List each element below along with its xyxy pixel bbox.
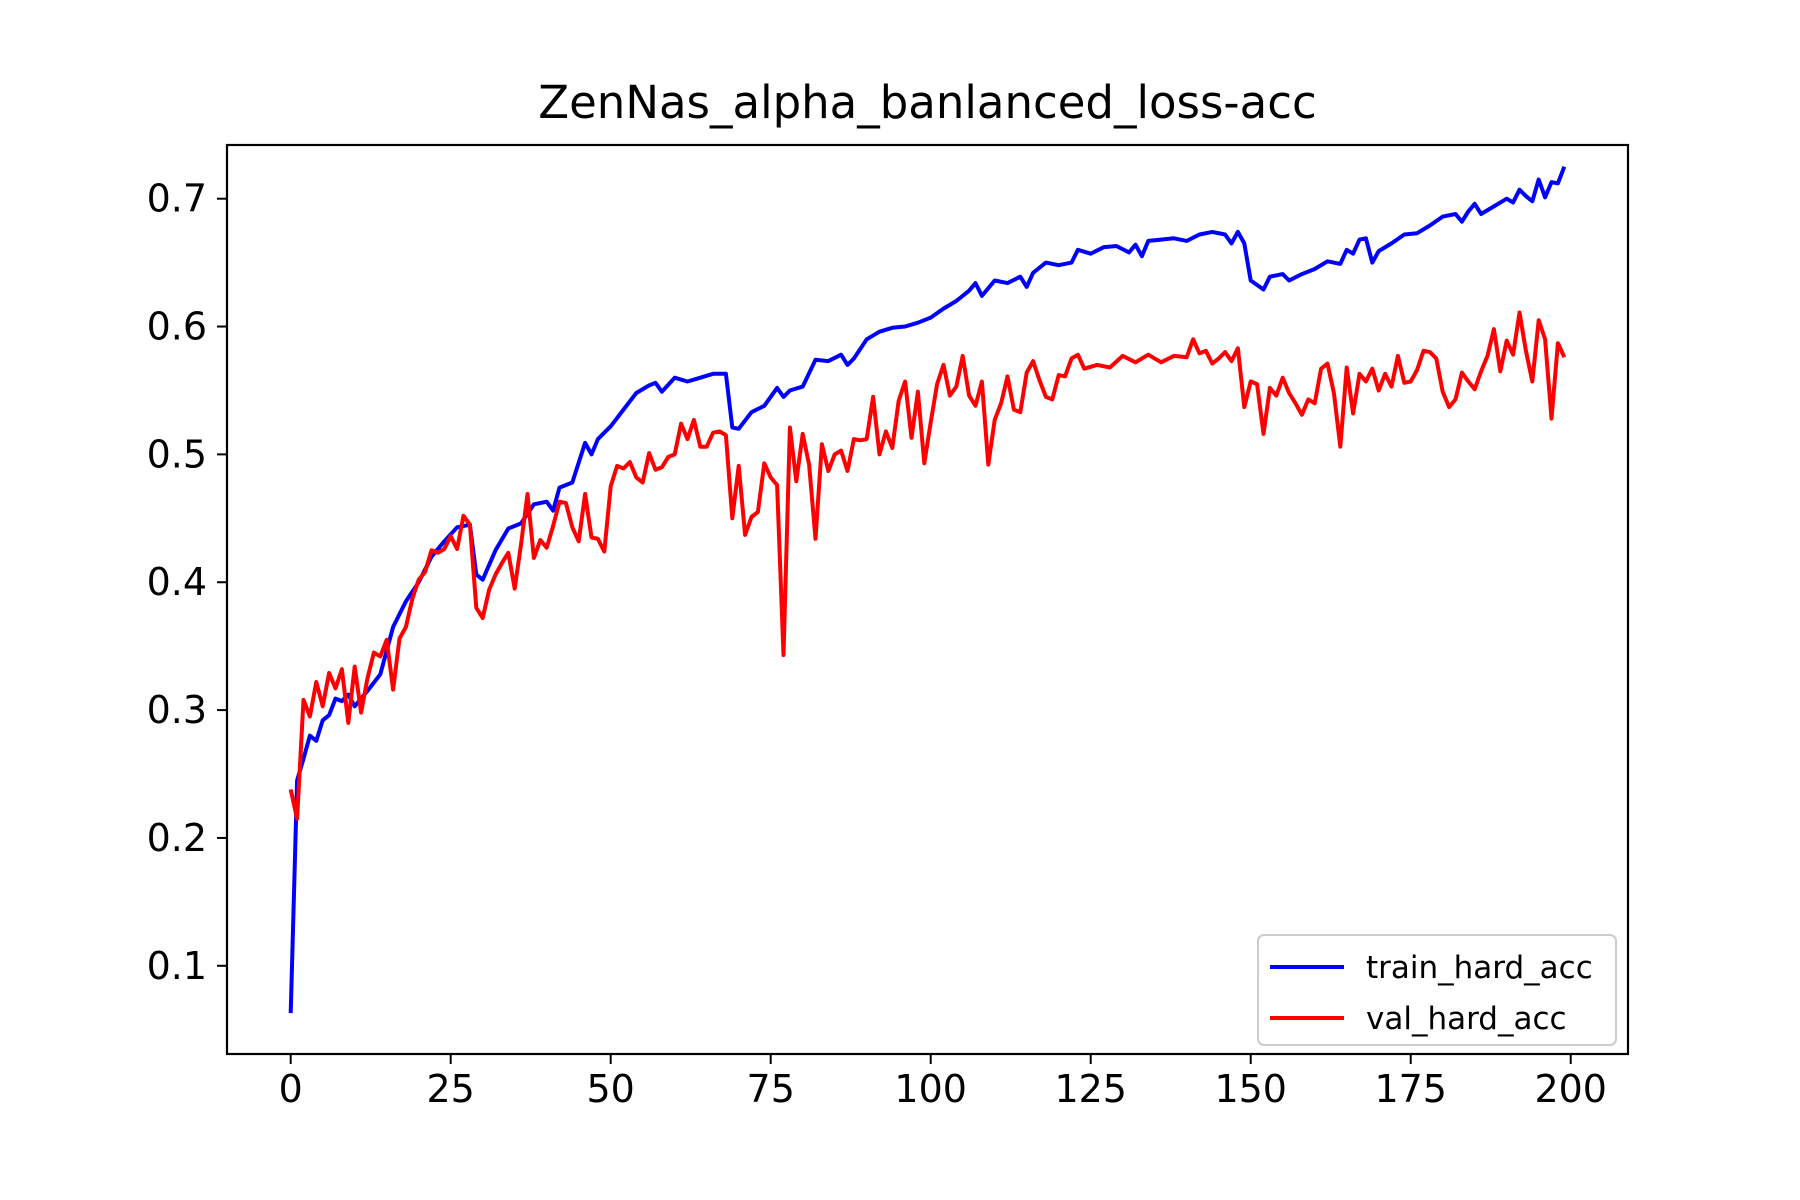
x-axis: 0 25 50 75 100 125 150 175 200 <box>279 1054 1607 1111</box>
x-tick-label: 50 <box>587 1067 635 1111</box>
y-tick-label: 0.3 <box>147 688 207 732</box>
y-tick-label: 0.6 <box>147 305 207 349</box>
axes-frame <box>225 143 1630 1056</box>
y-tick-label: 0.7 <box>147 177 207 221</box>
y-tick-label: 0.5 <box>147 432 207 476</box>
y-axis: 0.1 0.2 0.3 0.4 0.5 0.6 0.7 <box>147 177 227 988</box>
x-tick-label: 200 <box>1534 1067 1607 1111</box>
legend-label: train_hard_acc <box>1366 950 1593 986</box>
series-line-val-hard-acc <box>288 310 1567 821</box>
x-tick-label: 100 <box>894 1067 967 1111</box>
series-layer <box>288 165 1567 1014</box>
y-tick-label: 0.1 <box>147 944 207 988</box>
x-tick-label: 150 <box>1214 1067 1287 1111</box>
legend-label: val_hard_acc <box>1366 1001 1567 1037</box>
x-tick-label: 0 <box>279 1067 303 1111</box>
legend: train_hard_acc val_hard_acc <box>1257 934 1617 1046</box>
legend-box <box>1257 934 1617 1046</box>
x-tick-label: 25 <box>427 1067 475 1111</box>
x-tick-label: 75 <box>747 1067 795 1111</box>
x-tick-label: 125 <box>1054 1067 1127 1111</box>
y-tick-label: 0.2 <box>147 816 207 860</box>
chart-title: ZenNas_alpha_banlanced_loss-acc <box>538 76 1316 129</box>
x-tick-label: 175 <box>1374 1067 1447 1111</box>
plot-area <box>225 143 1630 1056</box>
y-tick-label: 0.4 <box>147 560 207 604</box>
